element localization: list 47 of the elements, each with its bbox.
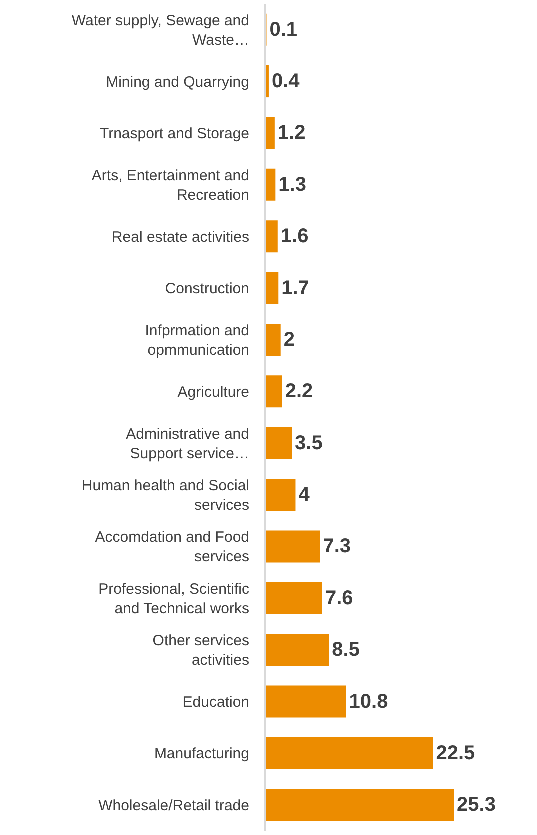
data-label: 3.5	[295, 432, 323, 454]
bar	[266, 789, 454, 822]
data-label: 25.3	[457, 794, 496, 816]
bar	[266, 530, 320, 563]
y-tick-label: Agriculture	[178, 384, 250, 401]
y-tick-label: Mining and Quarrying	[106, 74, 250, 91]
data-label: 1.3	[278, 174, 306, 196]
data-label: 7.3	[323, 536, 352, 558]
bar	[266, 66, 269, 98]
bar	[266, 479, 296, 512]
y-tick-label: Professional, Scientific and Technical works	[98, 580, 250, 618]
y-tick-label: Education	[182, 694, 250, 712]
data-label: 0.4	[272, 70, 301, 93]
y-tick-label: Real estate activities	[112, 228, 250, 246]
data-label: 1.2	[278, 122, 306, 144]
y-tick-label: Manufacturing	[154, 746, 250, 763]
y-tick-label: Infprmation and opmmunication	[145, 322, 250, 359]
y-tick-label: Wholesale/Retail trade	[98, 797, 250, 814]
data-label: 4	[298, 484, 311, 506]
bar	[266, 737, 434, 770]
y-tick-label: Administrative and Support service…	[126, 426, 250, 462]
bar	[266, 427, 292, 460]
data-label: 0.1	[270, 18, 298, 41]
y-tick-label: Water supply, Sewage and Waste…	[72, 12, 250, 49]
y-tick-label: Accomdation and Food services	[95, 529, 250, 566]
data-label: 1.6	[280, 226, 309, 248]
y-tick-label: Human health and Social services	[82, 478, 250, 514]
y-tick-label: Trnasport and Storage	[100, 125, 250, 142]
bar	[266, 272, 279, 304]
data-label: 2	[284, 328, 295, 351]
y-tick-label: Arts, Entertainment and Recreation	[92, 167, 250, 204]
y-tick-label: Other services activities	[152, 632, 250, 670]
bar	[266, 582, 322, 614]
bar	[266, 220, 278, 253]
bar	[266, 686, 346, 718]
y-tick-label: Construction	[165, 280, 250, 298]
data-label: 2.2	[285, 380, 314, 403]
bar	[266, 117, 275, 150]
data-label: 10.8	[349, 690, 388, 713]
data-label: 8.5	[332, 639, 360, 662]
data-label: 22.5	[436, 742, 476, 764]
data-label: 1.7	[282, 277, 310, 300]
bar	[266, 324, 281, 356]
bar	[266, 634, 330, 666]
data-label: 7.6	[325, 587, 354, 610]
bar	[266, 168, 276, 201]
bar	[266, 376, 282, 408]
